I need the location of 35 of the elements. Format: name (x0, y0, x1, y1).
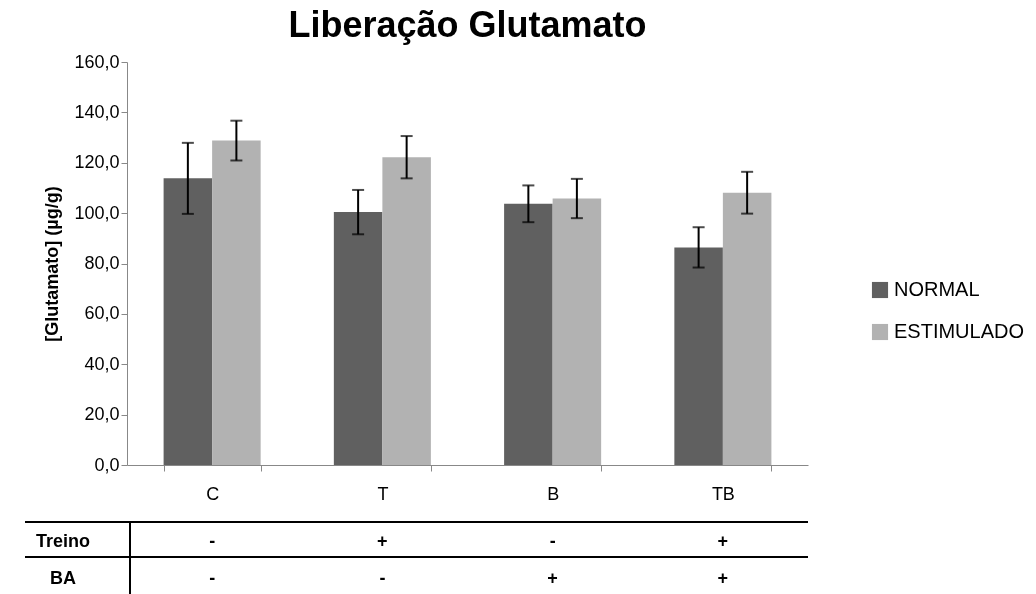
bar (333, 212, 383, 465)
legend-label: NORMAL (894, 278, 980, 300)
text: + (717, 567, 729, 589)
x-tick-label: T (377, 483, 389, 504)
chart-title: Liberação Glutamato (288, 4, 647, 45)
text: - (549, 530, 556, 552)
bar (212, 140, 261, 465)
y-tick-label: 100,0 (74, 202, 120, 223)
y-tick-label: 120,0 (74, 152, 120, 173)
y-tick-label: 60,0 (84, 303, 120, 324)
text: - (209, 567, 216, 589)
y-tick-label: 0,0 (94, 454, 120, 475)
text: - (209, 530, 216, 552)
x-tick-label: TB (711, 483, 735, 504)
x-tick-label: C (206, 483, 220, 504)
y-axis-title: [Glutamato] (µg/g) (42, 186, 63, 342)
y-tick-label: 20,0 (84, 404, 120, 425)
bar (382, 157, 431, 465)
text: + (547, 567, 558, 589)
bar (163, 178, 213, 465)
text: + (717, 530, 729, 552)
text: + (377, 530, 388, 552)
y-tick-label: 140,0 (74, 101, 120, 122)
bar (722, 192, 772, 465)
text: - (379, 567, 386, 589)
y-tick-label: 160,0 (74, 51, 120, 72)
x-tick-label: B (547, 483, 560, 504)
bar (674, 247, 723, 465)
legend-label: ESTIMULADO (894, 320, 1025, 342)
y-tick-label: 40,0 (84, 353, 120, 374)
bar (552, 198, 602, 465)
text: Treino (35, 530, 91, 552)
text: BA (50, 567, 76, 589)
y-tick-label: 80,0 (84, 253, 120, 273)
bar (504, 203, 553, 465)
